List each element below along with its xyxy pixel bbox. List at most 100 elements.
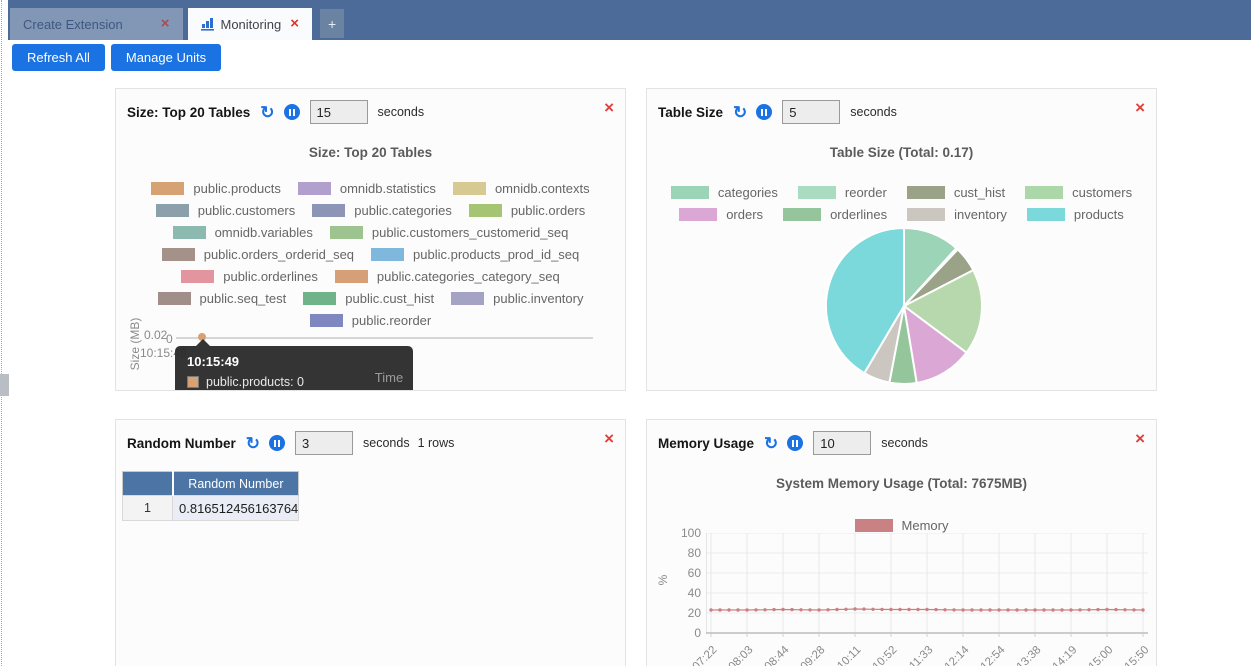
refresh-icon[interactable]: ↻ (764, 433, 779, 453)
legend-label: public.orders_orderid_seq (203, 246, 355, 262)
tab-monitoring[interactable]: Monitoring × (187, 8, 312, 40)
interval-input[interactable] (295, 431, 354, 455)
splitter-handle[interactable] (0, 374, 9, 396)
legend-swatch-icon (854, 518, 893, 532)
memory-line-chart (706, 533, 1148, 637)
legend-item[interactable]: public.products_prod_id_seq (371, 247, 579, 262)
legend-swatch-icon (181, 269, 215, 283)
legend-item[interactable]: public.orders_orderid_seq (161, 246, 355, 262)
close-icon[interactable]: × (604, 98, 614, 117)
interval-input[interactable] (782, 100, 841, 124)
legend-swatch-icon (1025, 185, 1064, 199)
y-tick-label: 20 (687, 606, 701, 620)
pause-icon[interactable] (787, 435, 804, 451)
legend-item[interactable]: public.inventory (451, 291, 583, 306)
panel-title: Random Number (127, 435, 236, 451)
pie-slice[interactable] (903, 269, 983, 354)
legend-item[interactable]: public.categories_category_seq (334, 269, 560, 284)
tooltip-title: 10:15:49 (187, 354, 240, 369)
x-tick-label: 10:52 (870, 644, 900, 666)
legend-swatch-icon (670, 185, 709, 199)
pie-slice[interactable] (903, 305, 968, 384)
tab-create-extension[interactable]: Create Extension × (10, 8, 183, 40)
x-tick-label: 12:14 (942, 644, 972, 666)
x-tick-label: 14:19 (1050, 644, 1080, 666)
chart-title: Size: Top 20 Tables (308, 145, 433, 160)
legend-item[interactable]: omnidb.statistics (297, 180, 436, 196)
legend-item[interactable]: omnidb.variables (172, 225, 313, 240)
left-edge-strip (1, 0, 8, 666)
legend-label: public.seq_test (199, 290, 287, 306)
panel-header: Table Size ↻ seconds × (647, 89, 1156, 124)
legend-swatch-icon (329, 225, 363, 239)
legend-item[interactable]: public.categories (312, 203, 452, 218)
close-icon[interactable]: × (290, 15, 299, 32)
legend-item[interactable]: orders (679, 207, 763, 222)
close-icon[interactable]: × (604, 429, 614, 448)
legend-item[interactable]: public.orderlines (181, 269, 318, 284)
y-tick-label: 0 (694, 626, 701, 640)
legend-item[interactable]: public.cust_hist (303, 291, 434, 306)
close-icon[interactable]: × (1135, 429, 1145, 448)
legend-label: public.reorder (351, 312, 432, 328)
x-axis-title: Time (374, 370, 404, 385)
legend-row: public.orderlines public.categories_categ… (181, 265, 560, 287)
legend-swatch-icon (157, 291, 191, 305)
panel-title: Size: Top 20 Tables (127, 104, 251, 120)
legend-item[interactable]: Memory (854, 518, 948, 533)
legend-item[interactable]: inventory (907, 207, 1007, 222)
legend-item[interactable]: categories (670, 185, 778, 200)
close-icon[interactable]: × (160, 15, 170, 32)
interval-unit-label: seconds (881, 436, 928, 450)
tab-bar: Create Extension × Monitoring × + (8, 0, 1251, 40)
legend-item[interactable]: omnidb.contexts (452, 181, 590, 196)
tab-add[interactable]: + (319, 9, 345, 38)
interval-input[interactable] (309, 100, 368, 124)
chart-legend: categories reorder cust_hist customers order… (647, 181, 1156, 225)
manage-units-button[interactable]: Manage Units (110, 44, 222, 71)
legend-swatch-icon (679, 207, 718, 221)
refresh-icon[interactable]: ↻ (733, 102, 748, 122)
legend-item[interactable]: customers (1025, 185, 1132, 200)
chart-title: System Memory Usage (Total: 7675MB) (775, 476, 1028, 491)
x-tick-label: 08:44 (762, 644, 792, 666)
pie-slice[interactable] (824, 227, 905, 375)
refresh-icon[interactable]: ↻ (260, 102, 275, 122)
legend-swatch-icon (161, 247, 195, 261)
tab-label: Monitoring (220, 16, 282, 32)
x-tick-label: 15:00 (1086, 644, 1116, 666)
refresh-icon[interactable]: ↻ (245, 433, 261, 453)
legend-swatch-icon (151, 181, 185, 195)
legend-label: public.categories (354, 202, 452, 218)
legend-label: omnidb.statistics (339, 180, 436, 196)
legend-item[interactable]: public.customers_customerid_seq (329, 225, 568, 240)
legend-item[interactable]: public.seq_test (157, 290, 287, 306)
x-axis-line (176, 337, 593, 339)
interval-input[interactable] (813, 431, 872, 455)
legend-item[interactable]: public.customers (155, 203, 295, 218)
table-row[interactable]: 1 0.816512456163764 (122, 495, 300, 521)
x-tick-label: 09:28 (798, 644, 828, 666)
legend-item[interactable]: cust_hist (906, 185, 1005, 200)
close-icon[interactable]: × (1135, 98, 1145, 117)
legend-item[interactable]: products (1026, 207, 1124, 222)
pause-icon[interactable] (283, 104, 300, 120)
legend-item[interactable]: public.orders (468, 203, 585, 218)
y-axis-label: Size (MB) (128, 317, 142, 371)
pause-icon[interactable] (756, 104, 773, 120)
data-point-dot[interactable] (198, 333, 206, 341)
legend-item[interactable]: public.products (151, 181, 281, 196)
x-tick-label: 11:33 (907, 644, 936, 666)
legend-item[interactable]: orderlines (783, 207, 887, 222)
legend-item[interactable]: reorder (797, 185, 887, 200)
panel-random-number: Random Number ↻ seconds 1 rows × Random … (115, 419, 626, 666)
legend-item[interactable]: public.reorder (309, 312, 432, 328)
chart-tooltip: 10:15:49 public.products: 0 omnidb.stati… (175, 339, 413, 390)
interval-unit-label: seconds (363, 436, 410, 450)
pause-icon[interactable] (269, 435, 286, 451)
legend-row: public.seq_test public.cust_hist public.in… (157, 287, 583, 309)
refresh-all-button[interactable]: Refresh All (12, 44, 105, 71)
tooltip-item-label: public.products: 0 (206, 375, 304, 389)
legend-row: Memory (854, 514, 948, 536)
legend-swatch-icon (309, 313, 343, 327)
